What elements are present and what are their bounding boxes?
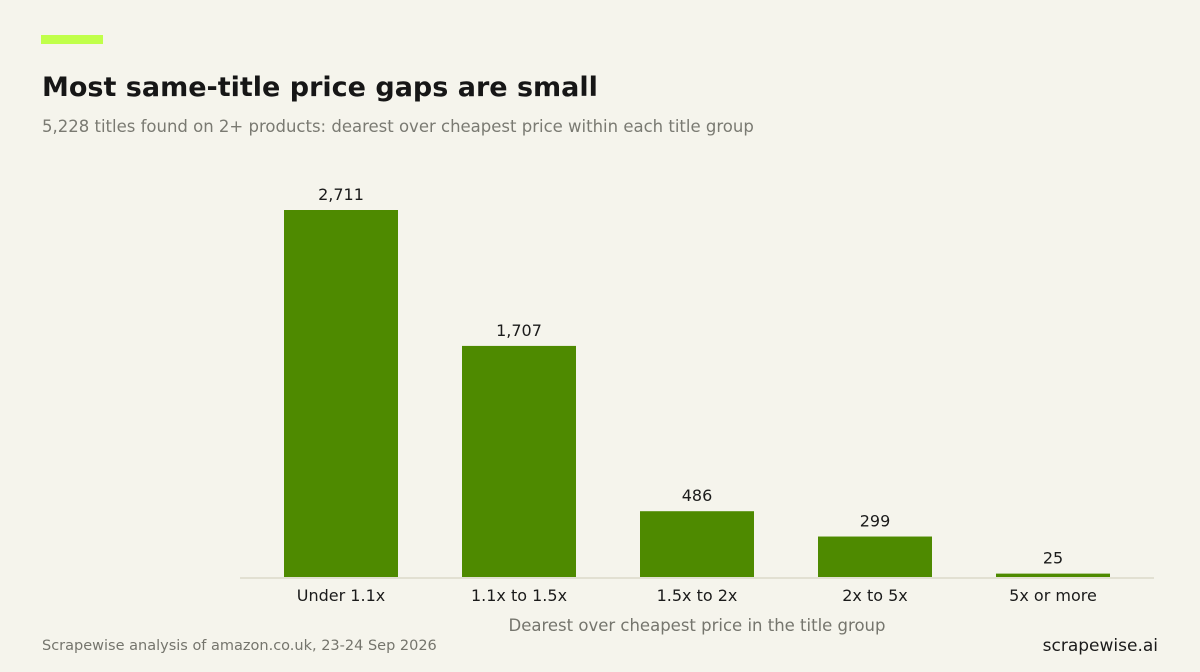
- bar-value-label: 1,707: [496, 321, 542, 340]
- bar-0: [284, 210, 398, 577]
- bars-group: [284, 210, 1110, 577]
- brand-label: scrapewise.ai: [1042, 636, 1158, 656]
- x-axis-title: Dearest over cheapest price in the title…: [509, 616, 886, 635]
- x-tick-label: 1.1x to 1.5x: [471, 586, 567, 605]
- bar-value-label: 486: [682, 486, 713, 505]
- chart-subtitle: 5,228 titles found on 2+ products: deare…: [42, 117, 754, 136]
- x-tick-label: Under 1.1x: [297, 586, 385, 605]
- bar-value-label: 299: [860, 512, 891, 531]
- bar-2: [640, 511, 754, 577]
- chart-title: Most same-title price gaps are small: [42, 72, 598, 103]
- x-tick-label: 5x or more: [1009, 586, 1097, 605]
- x-tick-label: 1.5x to 2x: [657, 586, 738, 605]
- source-note: Scrapewise analysis of amazon.co.uk, 23-…: [42, 638, 437, 654]
- accent-bar: [41, 35, 103, 44]
- bar-4: [996, 573, 1110, 577]
- x-tick-label: 2x to 5x: [842, 586, 908, 605]
- labels-group: 2,711 Under 1.1x 1,707 1.1x to 1.5x 486 1.5x …: [297, 185, 1097, 605]
- bar-value-label: 25: [1043, 549, 1063, 568]
- bar-3: [818, 536, 932, 577]
- bar-1: [462, 345, 576, 577]
- bar-value-label: 2,711: [318, 185, 364, 204]
